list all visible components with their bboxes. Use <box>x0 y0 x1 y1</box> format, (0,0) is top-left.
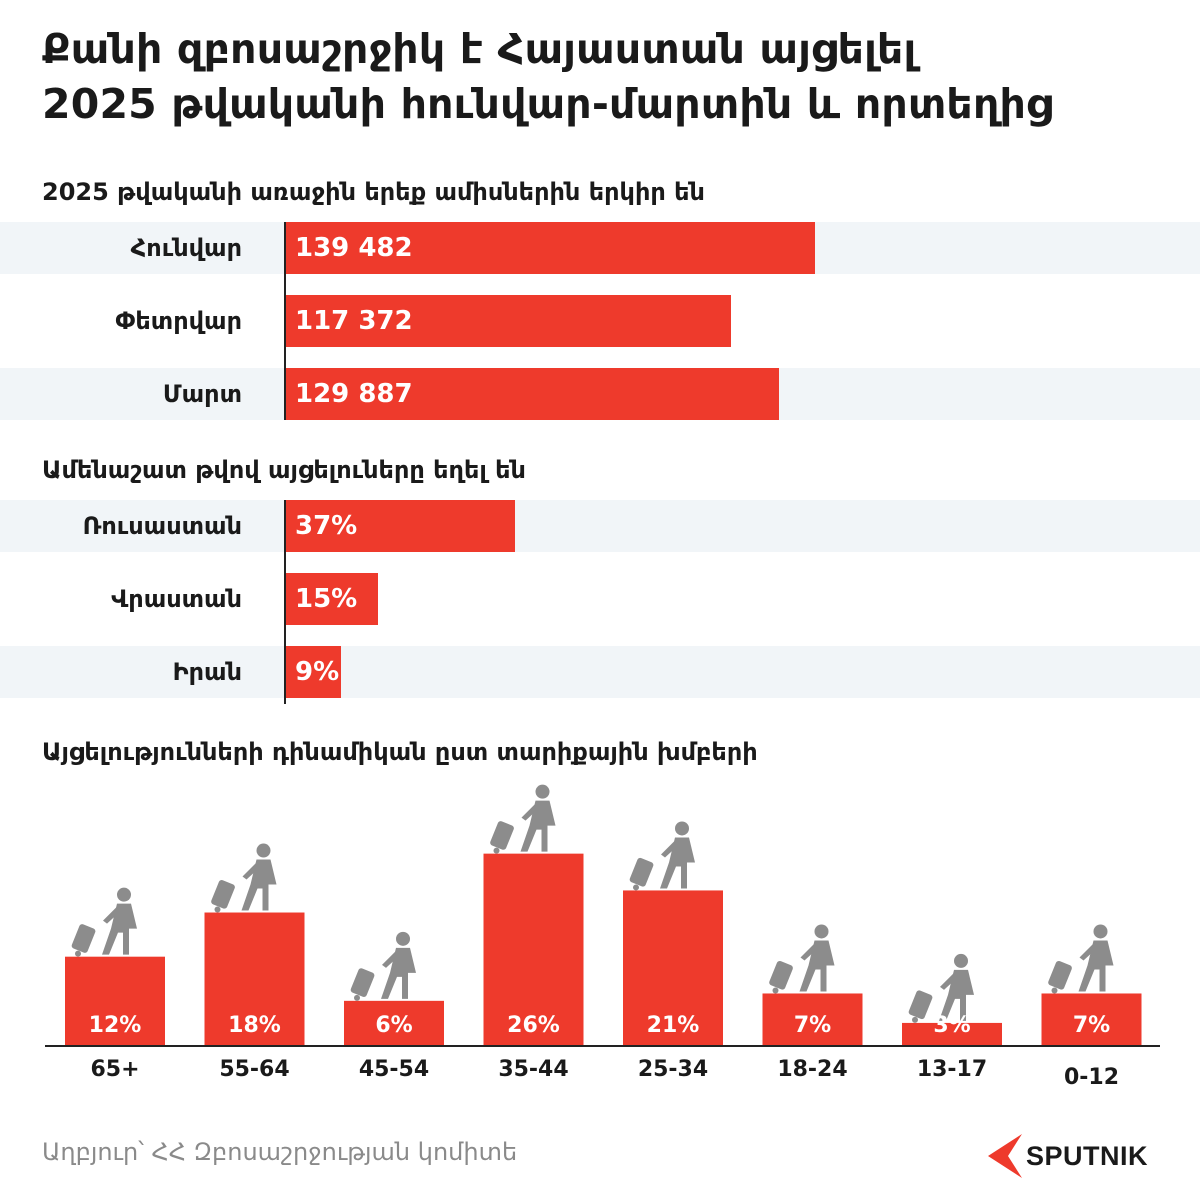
age-bar-value-label: 7% <box>1073 1013 1110 1038</box>
monthly-bar-chart: Հունվար 139 482 Փետրվար 117 372 Մարտ 129… <box>0 222 1200 422</box>
age-category-label: 25-34 <box>638 1057 708 1082</box>
bar-label: Իրան <box>172 658 242 686</box>
bar-label: Հունվար <box>130 234 242 262</box>
age-bar-value-label: 26% <box>507 1013 560 1038</box>
bar-label: Վրաստան <box>111 585 242 613</box>
sputnik-logo: SPUTNIK <box>986 1133 1148 1179</box>
age-category-label: 0-12 <box>1064 1065 1119 1090</box>
brand-name: SPUTNIK <box>1026 1140 1149 1171</box>
traveler-with-suitcase-icon <box>350 931 416 1001</box>
bar-row-january: Հունվար 139 482 <box>0 222 1200 274</box>
age-bar-value-label: 18% <box>228 1013 281 1038</box>
bar-row-iran: Իրան 9% <box>0 646 1200 698</box>
age-bar <box>344 1000 444 1045</box>
age-section-title: Այցելությունների դինամիկան ըստ տարիքային… <box>42 738 758 766</box>
countries-bar-chart: Ռուսաստան 37% Վրաստան 15% Իրան 9% <box>0 500 1200 710</box>
bar <box>285 295 731 347</box>
age-category-label: 18-24 <box>777 1057 847 1082</box>
age-bar <box>483 853 584 1045</box>
age-category-label: 65+ <box>90 1057 139 1082</box>
bar-label: Մարտ <box>162 380 242 408</box>
traveler-with-suitcase-icon <box>490 784 556 854</box>
bar-value-label: 139 482 <box>295 233 413 263</box>
bar-row-february: Փետրվար 117 372 <box>0 295 1200 347</box>
age-category-label: 35-44 <box>498 1057 568 1082</box>
bar-value-label: 117 372 <box>295 306 413 336</box>
age-category-label: 55-64 <box>219 1057 289 1082</box>
age-bar <box>762 993 863 1045</box>
bar-value-label: 129 887 <box>295 379 413 409</box>
age-bar-value-label: 21% <box>647 1013 700 1038</box>
bar <box>285 646 341 698</box>
traveler-with-suitcase-icon <box>629 821 695 891</box>
traveler-with-suitcase-icon <box>1048 924 1114 994</box>
axis-line <box>284 222 286 420</box>
age-category-label: 45-54 <box>359 1057 429 1082</box>
sputnik-emblem-icon <box>988 1134 1022 1178</box>
age-bar-value-label: 12% <box>89 1013 142 1038</box>
traveler-with-suitcase-icon <box>908 953 974 1023</box>
age-category-label: 13-17 <box>917 1057 987 1082</box>
bar-value-label: 15% <box>295 584 358 614</box>
age-bar <box>623 890 723 1045</box>
age-bar-value-label: 7% <box>794 1013 831 1038</box>
monthly-section-title: 2025 թվականի առաջին երեք ամիսներին երկիր… <box>42 178 705 206</box>
traveler-with-suitcase-icon <box>769 924 835 994</box>
age-bar <box>902 1022 1002 1045</box>
age-bar <box>65 956 165 1045</box>
age-bar-value-label: 6% <box>375 1013 412 1038</box>
bar <box>285 222 815 274</box>
source-note: Աղբյուր՝ ՀՀ Զբոսաշրջության կոմիտե <box>42 1138 518 1166</box>
age-bar-chart: 12% 65+ 18% 55-64 6% 45-54 26% 35-44 21% 25-34 7% 1… <box>45 784 1160 1090</box>
traveler-with-suitcase-icon <box>71 887 137 957</box>
age-bar <box>1041 993 1142 1045</box>
bar-value-label: 37% <box>295 511 358 541</box>
title-line-2: 2025 թվականի հունվար-մարտին և որտեղից <box>42 80 1053 128</box>
axis-line <box>284 500 286 704</box>
bar-row-russia: Ռուսաստան 37% <box>0 500 1200 552</box>
age-bar-value-label: 3% <box>933 1013 970 1038</box>
title-line-1: Քանի զբոսաշրջիկ է Հայաստան այցելել <box>42 25 917 73</box>
bar-label: Ռուսաստան <box>82 512 242 540</box>
bar <box>285 368 779 420</box>
countries-section-title: Ամենաշատ թվով այցելուները եղել են <box>42 456 526 484</box>
page-title: Քանի զբոսաշրջիկ է Հայաստան այցելել 2025 … <box>42 22 1162 132</box>
bar-row-georgia: Վրաստան 15% <box>0 573 1200 625</box>
bar-row-march: Մարտ 129 887 <box>0 368 1200 420</box>
age-bar <box>204 912 305 1045</box>
bar-value-label: 9% <box>295 657 340 687</box>
bar-label: Փետրվար <box>115 307 242 335</box>
traveler-with-suitcase-icon <box>211 843 277 913</box>
bar <box>285 573 378 625</box>
bar <box>285 500 515 552</box>
